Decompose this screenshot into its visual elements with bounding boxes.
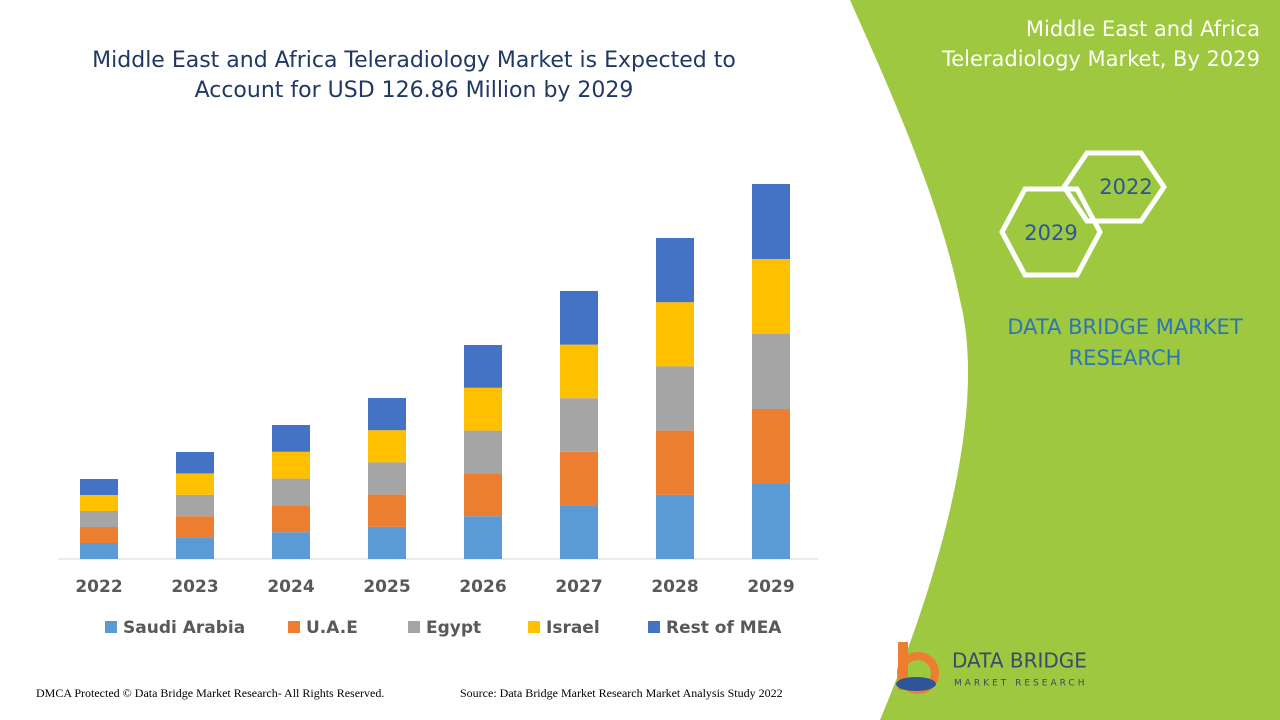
copyright: DMCA Protected © Data Bridge Market Rese… xyxy=(36,686,385,700)
bar-segment xyxy=(464,345,502,388)
x-tick-label: 2029 xyxy=(747,577,794,597)
bar-segment xyxy=(656,366,694,431)
bar-segment xyxy=(80,543,118,559)
logo-name: DATA BRIDGE xyxy=(952,649,1087,673)
hexagon xyxy=(999,186,1103,278)
plot: 2022 2023 2024 2025 2026 2027 2028 2029 Saudi Ar… xyxy=(75,184,795,638)
bar-segment xyxy=(560,451,598,506)
bar-segment xyxy=(80,495,118,511)
bar-segment xyxy=(176,537,214,559)
bar-segment xyxy=(176,452,214,474)
bar-segment xyxy=(560,505,598,559)
legend-swatch xyxy=(648,621,660,633)
bar-segment xyxy=(272,532,310,559)
bar-segment xyxy=(752,484,790,559)
bar-segment xyxy=(560,344,598,399)
legend-label: Israel xyxy=(546,618,600,638)
bar-segment xyxy=(176,494,214,517)
logo-tagline: MARKET RESEARCH xyxy=(954,679,1087,689)
x-tick-label: 2022 xyxy=(75,577,122,597)
bar-segment xyxy=(464,387,502,431)
legend-swatch xyxy=(105,621,117,633)
hex-label: 2022 xyxy=(1099,175,1152,199)
bar-segment xyxy=(176,516,214,538)
bar-segment xyxy=(464,473,502,517)
chart-title: Middle East and Africa Teleradiology Mar… xyxy=(92,48,736,103)
bar-segment xyxy=(560,398,598,452)
bar-segment xyxy=(752,334,790,409)
bar-segment xyxy=(656,494,694,559)
x-tick-label: 2024 xyxy=(267,577,314,597)
bar-segment xyxy=(752,409,790,484)
bar-segment xyxy=(560,291,598,345)
brand: DATA BRIDGE MARKET RESEARCH xyxy=(1007,315,1243,370)
bar-segment xyxy=(368,494,406,527)
legend-swatch xyxy=(408,621,420,633)
legend-label: Egypt xyxy=(426,618,481,638)
bar-segment xyxy=(272,425,310,452)
x-tick-label: 2027 xyxy=(555,577,602,597)
hex-label: 2029 xyxy=(1024,221,1077,245)
legend-swatch xyxy=(528,621,540,633)
logo-mark xyxy=(896,642,939,694)
x-tick-label: 2023 xyxy=(171,577,218,597)
bar-segment xyxy=(368,462,406,495)
bar-segment xyxy=(272,505,310,533)
bar-segment xyxy=(656,302,694,367)
x-tick-label: 2025 xyxy=(363,577,410,597)
bar-segment xyxy=(656,430,694,495)
legend-label: Saudi Arabia xyxy=(123,618,245,638)
bar-segment xyxy=(80,479,118,495)
x-tick-label: 2026 xyxy=(459,577,506,597)
bar-segment xyxy=(464,516,502,559)
x-tick-label: 2028 xyxy=(651,577,698,597)
bar-segment xyxy=(752,184,790,259)
bar-segment xyxy=(80,511,118,527)
legend-label: Rest of MEA xyxy=(666,618,782,638)
bar-segment xyxy=(368,398,406,431)
bar-segment xyxy=(272,451,310,479)
bar-segment xyxy=(80,527,118,543)
legend-label: U.A.E xyxy=(306,618,358,638)
side-title: Middle East and Africa Teleradiology Mar… xyxy=(941,17,1260,71)
legend-swatch xyxy=(288,621,300,633)
bar-segment xyxy=(752,259,790,334)
bar-segment xyxy=(464,430,502,474)
bar-segment xyxy=(368,526,406,559)
bar-segment xyxy=(272,478,310,506)
side-panel-bg xyxy=(850,0,1280,720)
bar-segment xyxy=(656,238,694,303)
source: Source: Data Bridge Market Research Mark… xyxy=(460,686,783,700)
bar-segment xyxy=(368,430,406,463)
bar-segment xyxy=(176,473,214,495)
